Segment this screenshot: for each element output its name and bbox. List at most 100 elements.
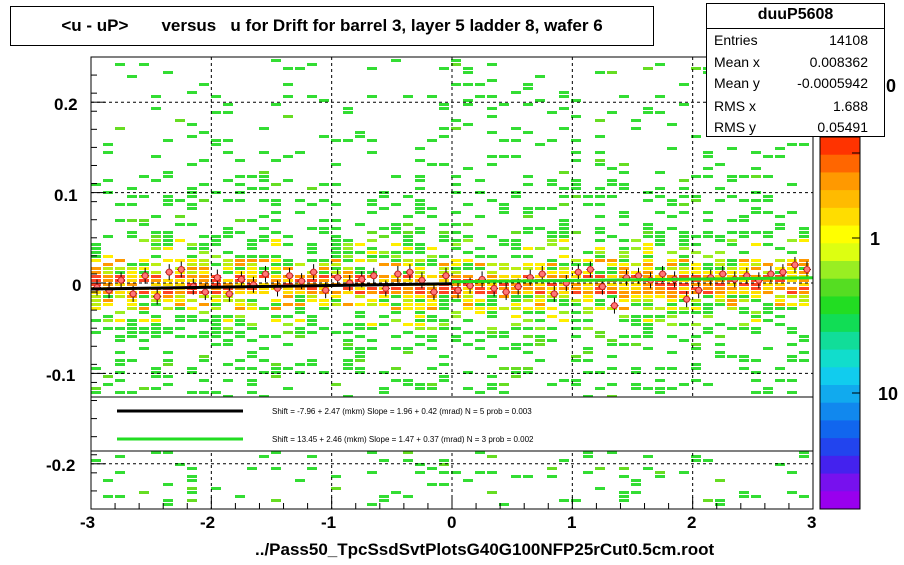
colorbar-segment [820,420,860,439]
heatmap-cell [307,295,317,298]
heatmap-cell [151,247,161,250]
heatmap-cell [403,379,413,382]
heatmap-cell [271,203,281,206]
heatmap-cell [691,379,701,382]
heatmap-cell [583,471,593,474]
heatmap-cell [283,387,293,390]
heatmap-cell [463,167,473,170]
fit-legend-text: Shift = -7.96 + 2.47 (mkm) Slope = 1.96 … [272,407,532,416]
heatmap-cell [247,307,257,310]
heatmap-cell [415,259,425,262]
heatmap-cell [787,391,797,394]
heatmap-cell [751,211,761,214]
heatmap-cell [139,491,149,494]
heatmap-cell [175,275,185,278]
heatmap-cell [259,307,269,310]
heatmap-cell [319,303,329,306]
heatmap-cell [331,139,341,142]
heatmap-cell [679,311,689,314]
stats-label: RMS x [714,98,756,114]
heatmap-cell [283,263,293,266]
profile-point [201,288,209,296]
heatmap-cell [427,259,437,262]
heatmap-cell [499,103,509,106]
heatmap-cell [451,127,461,130]
heatmap-cell [511,155,521,158]
heatmap-cell [187,163,197,166]
heatmap-cell [511,91,521,94]
heatmap-cell [655,111,665,114]
heatmap-cell [691,367,701,370]
heatmap-cell [763,307,773,310]
heatmap-cell [583,299,593,302]
heatmap-cell [403,195,413,198]
heatmap-cell [379,195,389,198]
colorbar-segment [820,172,860,191]
heatmap-cell [475,263,485,266]
heatmap-cell [199,271,209,274]
heatmap-cell [127,195,137,198]
heatmap-cell [235,255,245,258]
x-tick-label: 2 [687,513,697,532]
heatmap-cell [643,315,653,318]
heatmap-cell [715,303,725,306]
heatmap-cell [103,275,113,278]
heatmap-cell [751,243,761,246]
profile-point [454,286,462,294]
heatmap-cell [283,283,293,286]
heatmap-cell [679,383,689,386]
heatmap-cell [667,267,677,270]
heatmap-cell [151,315,161,318]
heatmap-cell [259,347,269,350]
heatmap-cell [103,375,113,378]
heatmap-cell [187,371,197,374]
colorbar-frame [819,136,861,510]
heatmap-cell [331,267,341,270]
heatmap-cell [367,287,377,290]
heatmap-cell [487,163,497,166]
heatmap-cell [187,307,197,310]
heatmap-cell [715,199,725,202]
heatmap-cell [127,335,137,338]
heatmap-cell [691,271,701,274]
heatmap-cell [115,455,125,458]
heatmap-cell [403,495,413,498]
stats-name: duuP5608 [707,6,884,29]
heatmap-cell [655,63,665,66]
heatmap-cell [667,203,677,206]
heatmap-cell [115,335,125,338]
heatmap-cell [295,303,305,306]
heatmap-cell [523,295,533,298]
heatmap-cell [703,271,713,274]
heatmap-cell [799,295,809,298]
heatmap-cell [463,331,473,334]
heatmap-cell [415,315,425,318]
heatmap-cell [631,315,641,318]
heatmap-cell [523,87,533,90]
heatmap-cell [355,355,365,358]
heatmap-cell [451,327,461,330]
heatmap-cell [763,283,773,286]
heatmap-cell [415,203,425,206]
heatmap-cell [739,291,749,294]
heatmap-cell [763,287,773,290]
heatmap-cell [415,303,425,306]
heatmap-cell [775,247,785,250]
heatmap-cell [295,295,305,298]
heatmap-cell [103,279,113,282]
heatmap-cell [487,311,497,314]
heatmap-cell [775,303,785,306]
heatmap-cell [91,367,101,370]
heatmap-cell [427,327,437,330]
heatmap-cell [235,175,245,178]
heatmap-cell [775,155,785,158]
heatmap-cell [163,451,173,454]
heatmap-cell [151,375,161,378]
heatmap-cell [283,259,293,262]
heatmap-cell [319,307,329,310]
heatmap-cell [547,271,557,274]
heatmap-cell [463,275,473,278]
heatmap-cell [559,303,569,306]
heatmap-cell [151,283,161,286]
heatmap-cell [667,303,677,306]
